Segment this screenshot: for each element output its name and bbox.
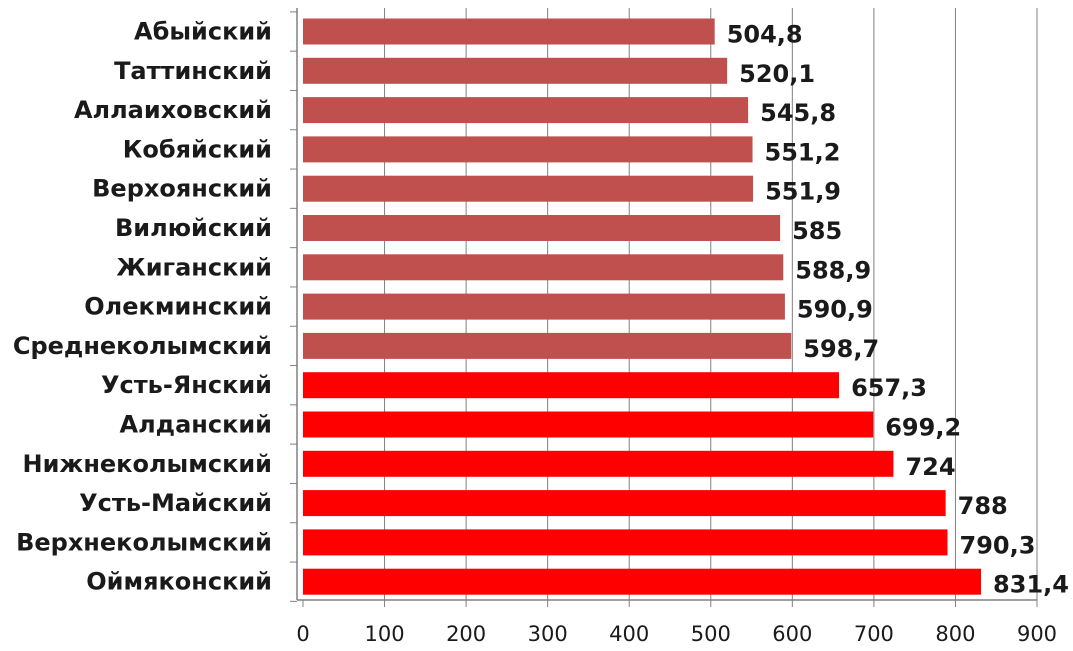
- x-tick-label-0: 0: [296, 622, 309, 646]
- x-tick-label-700: 700: [854, 622, 894, 646]
- category-label-2: Таттинский: [114, 57, 272, 85]
- category-labels: Абыйский Таттинский Аллаиховский Кобяйский В…: [13, 18, 272, 596]
- category-label-6: Вилюйский: [115, 214, 272, 242]
- value-label-12: 724: [905, 453, 955, 481]
- bar-10: [303, 372, 839, 398]
- category-label-11: Алданский: [120, 411, 272, 439]
- x-tick-label-600: 600: [772, 622, 812, 646]
- bar-14: [303, 529, 948, 555]
- bar-2: [303, 58, 727, 84]
- bar-11: [303, 412, 873, 438]
- bar-4: [303, 136, 753, 162]
- category-label-5: Верхоянский: [92, 175, 272, 203]
- x-tick-label-900: 900: [1017, 622, 1057, 646]
- value-label-1: 504,8: [727, 21, 803, 49]
- category-label-8: Олекминский: [84, 293, 272, 321]
- x-tick-label-200: 200: [446, 622, 486, 646]
- x-tick-label-100: 100: [365, 622, 405, 646]
- bar-6: [303, 215, 780, 241]
- bar-7: [303, 254, 783, 280]
- category-label-12: Нижнеколымский: [23, 450, 272, 478]
- value-label-3: 545,8: [760, 99, 836, 127]
- bars: [303, 19, 981, 595]
- value-label-13: 788: [958, 492, 1008, 520]
- bar-13: [303, 490, 946, 516]
- x-tick-label-800: 800: [935, 622, 975, 646]
- x-tick-labels: 0 100 200 300 400 500 600 700 800 900: [296, 622, 1057, 646]
- category-label-10: Усть-Янский: [101, 371, 272, 399]
- bar-8: [303, 294, 785, 320]
- value-label-8: 590,9: [797, 296, 873, 324]
- bar-12: [303, 451, 893, 477]
- value-label-9: 598,7: [803, 335, 879, 363]
- category-label-14: Верхнеколымский: [16, 528, 272, 556]
- category-label-13: Усть-Майский: [79, 489, 272, 517]
- bar-9: [303, 333, 791, 359]
- value-label-7: 588,9: [795, 256, 871, 284]
- x-tick-label-300: 300: [528, 622, 568, 646]
- value-label-2: 520,1: [739, 60, 815, 88]
- value-label-15: 831,4: [993, 571, 1069, 599]
- category-label-4: Кобяйский: [123, 135, 272, 163]
- bar-3: [303, 97, 748, 123]
- category-label-3: Аллаиховский: [74, 96, 272, 124]
- x-tick-label-500: 500: [691, 622, 731, 646]
- value-label-5: 551,9: [765, 178, 841, 206]
- bar-1: [303, 19, 715, 45]
- value-label-4: 551,2: [765, 138, 841, 166]
- value-label-10: 657,3: [851, 374, 927, 402]
- bar-15: [303, 569, 981, 595]
- category-label-1: Абыйский: [134, 18, 272, 46]
- value-label-14: 790,3: [960, 531, 1036, 559]
- x-tick-label-400: 400: [609, 622, 649, 646]
- category-label-9: Среднеколымский: [13, 332, 272, 360]
- value-label-11: 699,2: [885, 414, 961, 442]
- value-label-6: 585: [792, 217, 842, 245]
- bar-5: [303, 176, 753, 202]
- category-label-7: Жиганский: [116, 253, 272, 281]
- category-label-15: Оймяконский: [86, 568, 272, 596]
